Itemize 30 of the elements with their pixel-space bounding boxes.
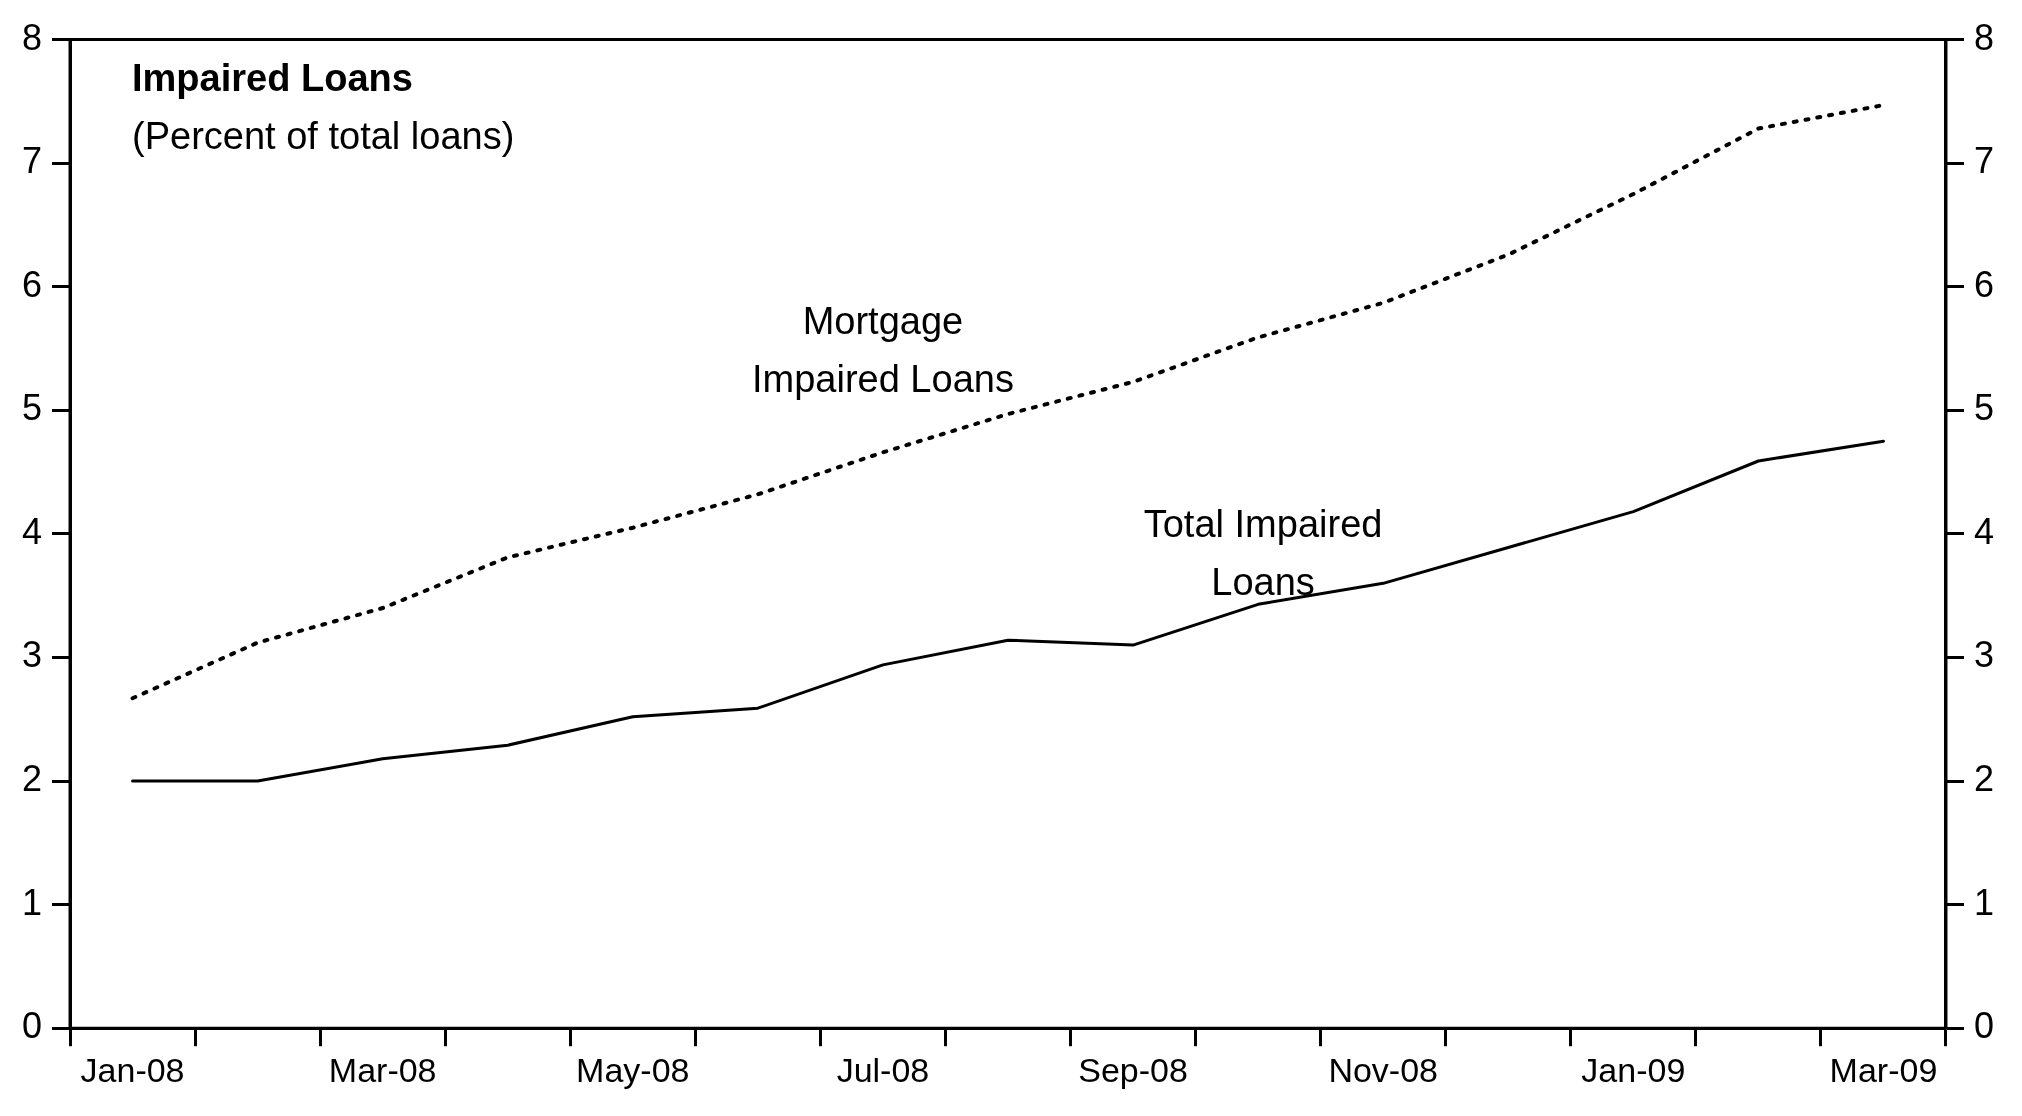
y-tick-label: 2 <box>21 757 43 799</box>
y-tick-label: 7 <box>21 140 43 182</box>
x-tick-label: Sep-08 <box>1078 1050 1188 1089</box>
series-label: Mortgage Impaired Loans <box>751 299 1014 400</box>
y2-tick-label: 1 <box>1973 881 1995 923</box>
y2-tick-label: 4 <box>1973 510 1995 552</box>
x-tick-label: Nov-08 <box>1328 1050 1438 1089</box>
y2-tick-label: 5 <box>1973 387 1995 429</box>
x-tick-label: Mar-09 <box>1829 1050 1938 1089</box>
y2-tick-label: 7 <box>1973 140 1995 182</box>
y-tick-label: 0 <box>21 1005 43 1047</box>
y-tick-label: 3 <box>21 634 43 676</box>
y-tick-label: 4 <box>21 510 43 552</box>
x-tick-label: Mar-08 <box>328 1050 437 1089</box>
y2-tick-label: 3 <box>1973 634 1995 676</box>
x-tick-label: May-08 <box>576 1050 690 1089</box>
y2-tick-label: 8 <box>1973 16 1995 58</box>
y-tick-label: 8 <box>21 16 43 58</box>
y-tick-label: 5 <box>21 387 43 429</box>
y2-tick-label: 6 <box>1973 263 1995 305</box>
text: Impaired Loans <box>132 57 413 100</box>
y-tick-label: 1 <box>21 881 43 923</box>
y2-tick-label: 2 <box>1973 757 1995 799</box>
x-tick-label: Jan-08 <box>80 1050 185 1089</box>
series-label: Total Impaired Loans <box>1143 502 1383 603</box>
x-tick-label: Jan-09 <box>1581 1050 1686 1089</box>
x-tick-label: Jul-08 <box>836 1050 930 1089</box>
y2-tick-label: 0 <box>1973 1005 1995 1047</box>
text: (Percent of total loans) <box>132 115 515 158</box>
y-tick-label: 6 <box>21 263 43 305</box>
